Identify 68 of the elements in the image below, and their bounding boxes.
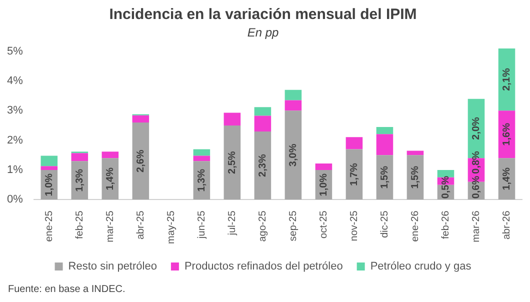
data-label: 0,6% xyxy=(470,176,482,199)
data-label: 2,6% xyxy=(135,150,146,172)
bar xyxy=(284,90,302,100)
x-tick-label: abr-25 xyxy=(135,210,146,240)
data-label: 2,0% xyxy=(470,116,482,140)
x-tick-label: ene-26 xyxy=(410,210,421,242)
x-tick-label: oct-25 xyxy=(318,210,330,238)
y-tick-label: 1% xyxy=(6,164,24,176)
data-label: 0,5% xyxy=(440,176,452,199)
x-tick-label: feb-26 xyxy=(440,210,452,240)
x-tick-label: ene-25 xyxy=(44,210,55,242)
x-tick-label: mar-26 xyxy=(470,210,482,242)
y-tick-label: 0% xyxy=(6,194,24,206)
bar xyxy=(254,107,272,116)
bar xyxy=(40,166,58,170)
x-tick-label: jul-25 xyxy=(226,210,238,236)
x-tick-label: nov-25 xyxy=(348,210,360,242)
data-label: 1,7% xyxy=(348,162,360,186)
bar xyxy=(224,126,241,200)
x-tick-label: jun-25 xyxy=(196,210,208,240)
data-label: 0,8% xyxy=(470,150,482,174)
y-tick-label: 4% xyxy=(6,75,24,88)
bar xyxy=(346,137,363,150)
y-tick-label: 5% xyxy=(6,45,24,58)
data-label: 1,6% xyxy=(501,122,512,146)
x-tick-label: feb-25 xyxy=(74,210,86,240)
y-tick-label: 2% xyxy=(6,134,24,146)
data-label: 3,0% xyxy=(288,144,299,167)
bar xyxy=(193,149,210,156)
data-label: 1,0% xyxy=(318,173,330,196)
bar xyxy=(284,110,302,200)
bar xyxy=(315,163,332,170)
data-label: 1,0% xyxy=(44,173,55,196)
data-label: 1,5% xyxy=(379,166,390,189)
bar xyxy=(376,126,394,134)
x-tick-label: ago-25 xyxy=(257,210,268,242)
chart-title: Incidencia en la variación mensual del IPIM xyxy=(109,6,417,24)
chart-subtitle: En pp xyxy=(247,26,280,40)
data-label: 2,3% xyxy=(257,154,268,177)
x-tick-label: abr-26 xyxy=(501,210,512,240)
bar xyxy=(284,100,302,111)
bar xyxy=(40,156,58,166)
bar xyxy=(132,122,150,200)
bar xyxy=(71,153,88,162)
bar xyxy=(193,156,210,162)
legend-label: Resto sin petróleo xyxy=(68,260,157,273)
x-tick-label: mar-25 xyxy=(104,210,116,242)
data-label: 1,3% xyxy=(74,168,86,192)
data-label: 1,4% xyxy=(104,167,116,190)
bar xyxy=(132,115,150,123)
data-label: 1,4% xyxy=(501,167,512,190)
x-tick-label: may-25 xyxy=(166,210,177,244)
data-label: 1,3% xyxy=(196,168,208,192)
bar xyxy=(376,134,394,156)
bar xyxy=(437,170,454,178)
bar xyxy=(102,152,119,158)
source-note: Fuente: en base a INDEC. xyxy=(8,284,126,295)
legend-label: Petróleo crudo y gas xyxy=(370,260,472,273)
x-tick-label: dic-25 xyxy=(379,210,390,238)
y-tick-label: 3% xyxy=(6,104,24,117)
data-label: 2,5% xyxy=(226,151,238,174)
legend-label: Productos refinados del petróleo xyxy=(184,260,343,273)
x-tick-label: sep-25 xyxy=(288,210,299,242)
bar xyxy=(406,150,424,156)
bar xyxy=(224,112,241,126)
data-label: 2,1% xyxy=(501,68,512,91)
bar xyxy=(254,116,272,132)
data-label: 1,5% xyxy=(410,166,421,189)
